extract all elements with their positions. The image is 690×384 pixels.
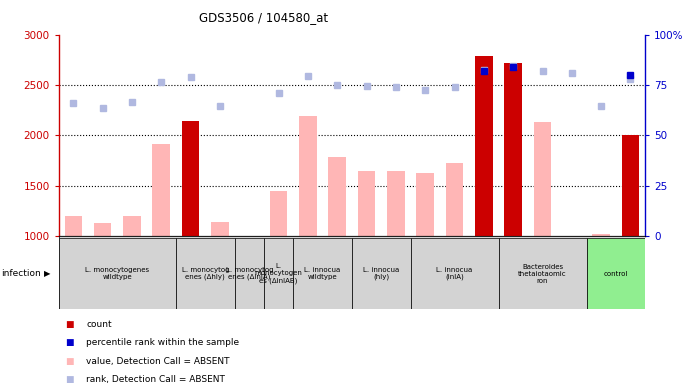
Text: GSM161197: GSM161197 [186,238,195,288]
Text: GSM161586: GSM161586 [480,238,489,288]
Bar [622,136,640,236]
Text: GSM161581: GSM161581 [597,238,606,288]
Text: GSM161567: GSM161567 [274,238,283,288]
Bar [299,116,317,236]
FancyBboxPatch shape [264,238,293,309]
Text: count: count [86,320,112,329]
Text: Bacteroides
thetaiotaomic
ron: Bacteroides thetaiotaomic ron [518,263,566,284]
Text: GSM161584: GSM161584 [421,238,430,288]
Text: GSM161568: GSM161568 [362,238,371,288]
Text: GSM161223: GSM161223 [69,238,78,288]
Text: ■: ■ [66,320,74,329]
Text: GSM161226: GSM161226 [98,238,107,288]
FancyBboxPatch shape [293,238,352,309]
Text: L.
monocytogen
es (ΔinlAB): L. monocytogen es (ΔinlAB) [255,263,302,284]
Text: ▶: ▶ [43,269,50,278]
FancyBboxPatch shape [586,238,645,309]
Text: L. innocua
wildtype: L. innocua wildtype [304,267,341,280]
Text: GSM161577: GSM161577 [304,238,313,288]
Bar [593,234,610,236]
Text: L. innocua
(hly): L. innocua (hly) [363,267,400,280]
FancyBboxPatch shape [411,238,499,309]
Bar [387,170,404,236]
Text: GSM161566: GSM161566 [245,238,254,288]
Text: value, Detection Call = ABSENT: value, Detection Call = ABSENT [86,357,230,366]
Bar [94,223,112,236]
Text: rank, Detection Call = ABSENT: rank, Detection Call = ABSENT [86,375,225,384]
Bar [211,222,229,236]
Text: GSM161219: GSM161219 [215,238,224,288]
Text: GSM161585: GSM161585 [450,238,459,288]
Bar [534,122,551,236]
Text: GSM161589: GSM161589 [567,238,576,288]
Text: GSM161579: GSM161579 [333,238,342,288]
Text: L. monocytogenes
wildtype: L. monocytogenes wildtype [86,267,149,280]
Text: GSM161588: GSM161588 [538,238,547,288]
Text: ■: ■ [66,338,74,348]
Bar [475,56,493,236]
FancyBboxPatch shape [235,238,264,309]
FancyBboxPatch shape [352,238,411,309]
Text: L. monocytog
enes (Δhly): L. monocytog enes (Δhly) [181,267,229,280]
Text: percentile rank within the sample: percentile rank within the sample [86,338,239,348]
FancyBboxPatch shape [176,238,235,309]
Text: GDS3506 / 104580_at: GDS3506 / 104580_at [199,12,328,25]
Bar [182,121,199,236]
Text: ■: ■ [66,375,74,384]
Text: L. monocytog
enes (ΔinlA): L. monocytog enes (ΔinlA) [226,267,273,280]
Text: GSM161570: GSM161570 [128,238,137,288]
Bar [270,191,288,236]
Bar [358,170,375,236]
Text: control: control [604,271,628,276]
Text: GSM161582: GSM161582 [626,238,635,288]
Bar [417,173,434,236]
Bar [65,216,82,236]
FancyBboxPatch shape [59,236,645,309]
Bar [328,157,346,236]
Text: infection: infection [1,269,41,278]
Text: GSM161571: GSM161571 [157,238,166,288]
Text: ■: ■ [66,357,74,366]
Bar [152,144,170,236]
Text: GSM161587: GSM161587 [509,238,518,288]
Bar [504,63,522,236]
Text: L. innocua
(inlA): L. innocua (inlA) [436,267,473,280]
Bar [124,216,141,236]
Text: GSM161569: GSM161569 [391,238,400,288]
Bar [446,162,464,236]
FancyBboxPatch shape [499,238,586,309]
FancyBboxPatch shape [59,238,176,309]
